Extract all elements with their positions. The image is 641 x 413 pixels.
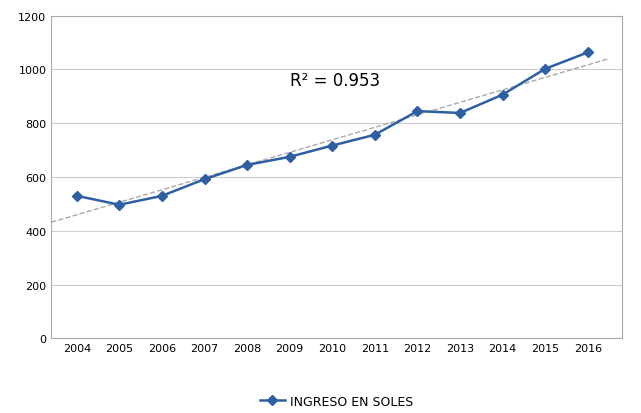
- Text: R² = 0.953: R² = 0.953: [290, 72, 380, 90]
- INGRESO EN SOLES: [286, 155, 294, 160]
- INGRESO EN SOLES: [371, 133, 379, 138]
- Line: INGRESO EN SOLES: INGRESO EN SOLES: [73, 50, 591, 209]
- Legend: INGRESO EN SOLES: INGRESO EN SOLES: [255, 390, 418, 413]
- INGRESO EN SOLES: [201, 177, 208, 182]
- INGRESO EN SOLES: [584, 51, 592, 56]
- INGRESO EN SOLES: [73, 194, 81, 199]
- INGRESO EN SOLES: [328, 144, 336, 149]
- INGRESO EN SOLES: [499, 93, 506, 98]
- INGRESO EN SOLES: [413, 109, 421, 114]
- INGRESO EN SOLES: [541, 67, 549, 72]
- INGRESO EN SOLES: [244, 163, 251, 168]
- INGRESO EN SOLES: [158, 194, 166, 199]
- INGRESO EN SOLES: [115, 203, 123, 208]
- INGRESO EN SOLES: [456, 111, 464, 116]
